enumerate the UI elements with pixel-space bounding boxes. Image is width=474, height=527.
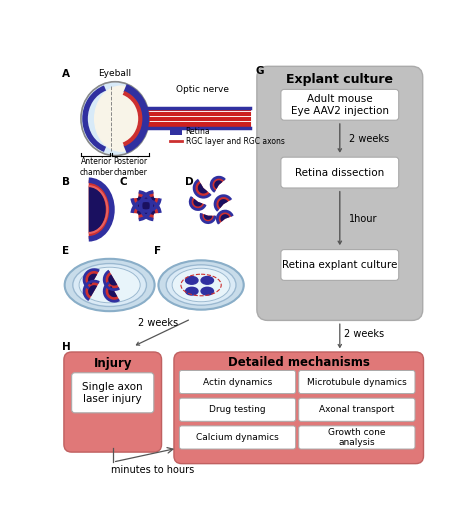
FancyBboxPatch shape (179, 426, 296, 449)
FancyBboxPatch shape (257, 66, 423, 320)
Text: Eyeball: Eyeball (99, 70, 132, 79)
Wedge shape (214, 180, 222, 189)
Text: RGC layer and RGC axons: RGC layer and RGC axons (186, 136, 284, 145)
Bar (170, 129, 182, 135)
FancyBboxPatch shape (281, 157, 399, 188)
Ellipse shape (95, 86, 148, 151)
Wedge shape (104, 271, 119, 290)
Text: C: C (120, 177, 128, 187)
Text: Growth cone
analysis: Growth cone analysis (328, 428, 386, 447)
Wedge shape (220, 214, 229, 222)
Text: B: B (62, 177, 70, 187)
Ellipse shape (64, 259, 155, 311)
Text: Retina: Retina (186, 127, 210, 136)
Wedge shape (211, 177, 225, 192)
Ellipse shape (186, 287, 198, 295)
Wedge shape (145, 197, 155, 215)
Ellipse shape (166, 265, 236, 305)
Text: G: G (255, 66, 264, 76)
Polygon shape (89, 180, 112, 239)
Text: Calcium dynamics: Calcium dynamics (196, 433, 279, 442)
Wedge shape (132, 197, 160, 211)
Wedge shape (219, 199, 228, 208)
Ellipse shape (73, 264, 146, 307)
Text: Retina dissection: Retina dissection (295, 168, 384, 178)
Text: Actin dynamics: Actin dynamics (203, 377, 272, 386)
Wedge shape (141, 192, 155, 220)
Text: 1hour: 1hour (349, 214, 378, 224)
Text: Explant culture: Explant culture (286, 73, 393, 86)
FancyBboxPatch shape (281, 90, 399, 120)
FancyBboxPatch shape (179, 370, 296, 394)
Text: Axonal transport: Axonal transport (319, 405, 394, 414)
Wedge shape (84, 270, 99, 288)
Wedge shape (198, 183, 208, 193)
Text: Microtubule dynamics: Microtubule dynamics (307, 377, 407, 386)
FancyBboxPatch shape (64, 352, 162, 452)
FancyBboxPatch shape (179, 398, 296, 421)
FancyBboxPatch shape (299, 398, 415, 421)
Text: Posterior
chamber: Posterior chamber (113, 157, 147, 177)
Text: 2 weeks: 2 weeks (138, 318, 179, 328)
Text: A: A (62, 70, 70, 80)
Wedge shape (108, 286, 117, 297)
Wedge shape (201, 213, 215, 222)
Text: D: D (185, 177, 193, 187)
Wedge shape (132, 200, 160, 214)
Text: 2 weeks: 2 weeks (345, 329, 384, 339)
Wedge shape (194, 180, 210, 197)
Ellipse shape (158, 260, 244, 310)
Wedge shape (215, 196, 231, 211)
Wedge shape (84, 281, 99, 300)
Wedge shape (108, 275, 117, 286)
FancyBboxPatch shape (174, 352, 423, 464)
Wedge shape (190, 197, 205, 210)
Ellipse shape (81, 82, 149, 155)
Text: 2 weeks: 2 weeks (349, 134, 389, 144)
Wedge shape (193, 199, 202, 207)
FancyBboxPatch shape (72, 373, 154, 413)
Text: E: E (62, 247, 69, 257)
Wedge shape (137, 197, 147, 215)
Text: Single axon
laser injury: Single axon laser injury (82, 382, 143, 404)
Wedge shape (104, 282, 119, 301)
Text: minutes to hours: minutes to hours (111, 465, 194, 475)
Text: Adult mouse
Eye AAV2 injection: Adult mouse Eye AAV2 injection (291, 94, 389, 115)
Text: Injury: Injury (93, 357, 132, 370)
Text: H: H (62, 342, 70, 352)
Ellipse shape (201, 277, 213, 284)
FancyBboxPatch shape (281, 250, 399, 280)
Polygon shape (89, 187, 106, 232)
Ellipse shape (201, 287, 213, 295)
Text: Anterior
chamber: Anterior chamber (80, 157, 113, 177)
Text: Drug testing: Drug testing (209, 405, 266, 414)
Ellipse shape (172, 268, 230, 302)
FancyBboxPatch shape (299, 370, 415, 394)
Wedge shape (137, 197, 155, 207)
Text: F: F (154, 247, 161, 257)
Text: Retina explant culture: Retina explant culture (282, 260, 398, 270)
Wedge shape (137, 192, 152, 220)
Text: Optic nerve: Optic nerve (176, 85, 229, 94)
Text: Detailed mechanisms: Detailed mechanisms (228, 356, 370, 369)
Ellipse shape (186, 277, 198, 284)
Wedge shape (88, 274, 97, 285)
Wedge shape (88, 285, 97, 296)
FancyBboxPatch shape (299, 426, 415, 449)
Ellipse shape (79, 267, 140, 303)
Wedge shape (204, 214, 212, 220)
Wedge shape (218, 211, 232, 224)
Wedge shape (137, 205, 155, 214)
